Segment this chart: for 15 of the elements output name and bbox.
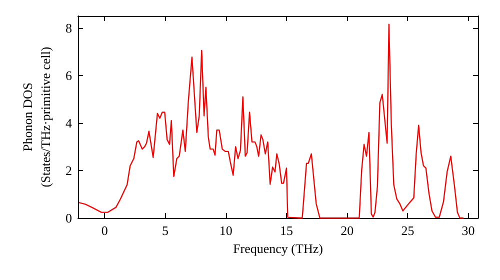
x-tick-label: 0 xyxy=(101,223,108,238)
y-tick-label: 6 xyxy=(66,68,72,83)
x-tick-label: 25 xyxy=(401,223,414,238)
x-tick-label: 20 xyxy=(340,223,354,238)
x-tick-label: 15 xyxy=(280,223,293,238)
x-tick-label: 5 xyxy=(162,223,169,238)
y-tick-label: 2 xyxy=(66,162,72,178)
x-tick-label: 10 xyxy=(219,223,232,238)
y-axis-title: Phonon DOS (States/THz·primitive cell) xyxy=(20,46,54,188)
x-tick-label: 30 xyxy=(462,223,475,238)
line-series xyxy=(78,24,464,219)
y-tick-label: 4 xyxy=(66,115,72,130)
y-tick-label: 8 xyxy=(66,20,72,36)
x-axis-title: Frequency (THz) xyxy=(233,240,323,256)
y-tick-label: 0 xyxy=(66,210,72,226)
